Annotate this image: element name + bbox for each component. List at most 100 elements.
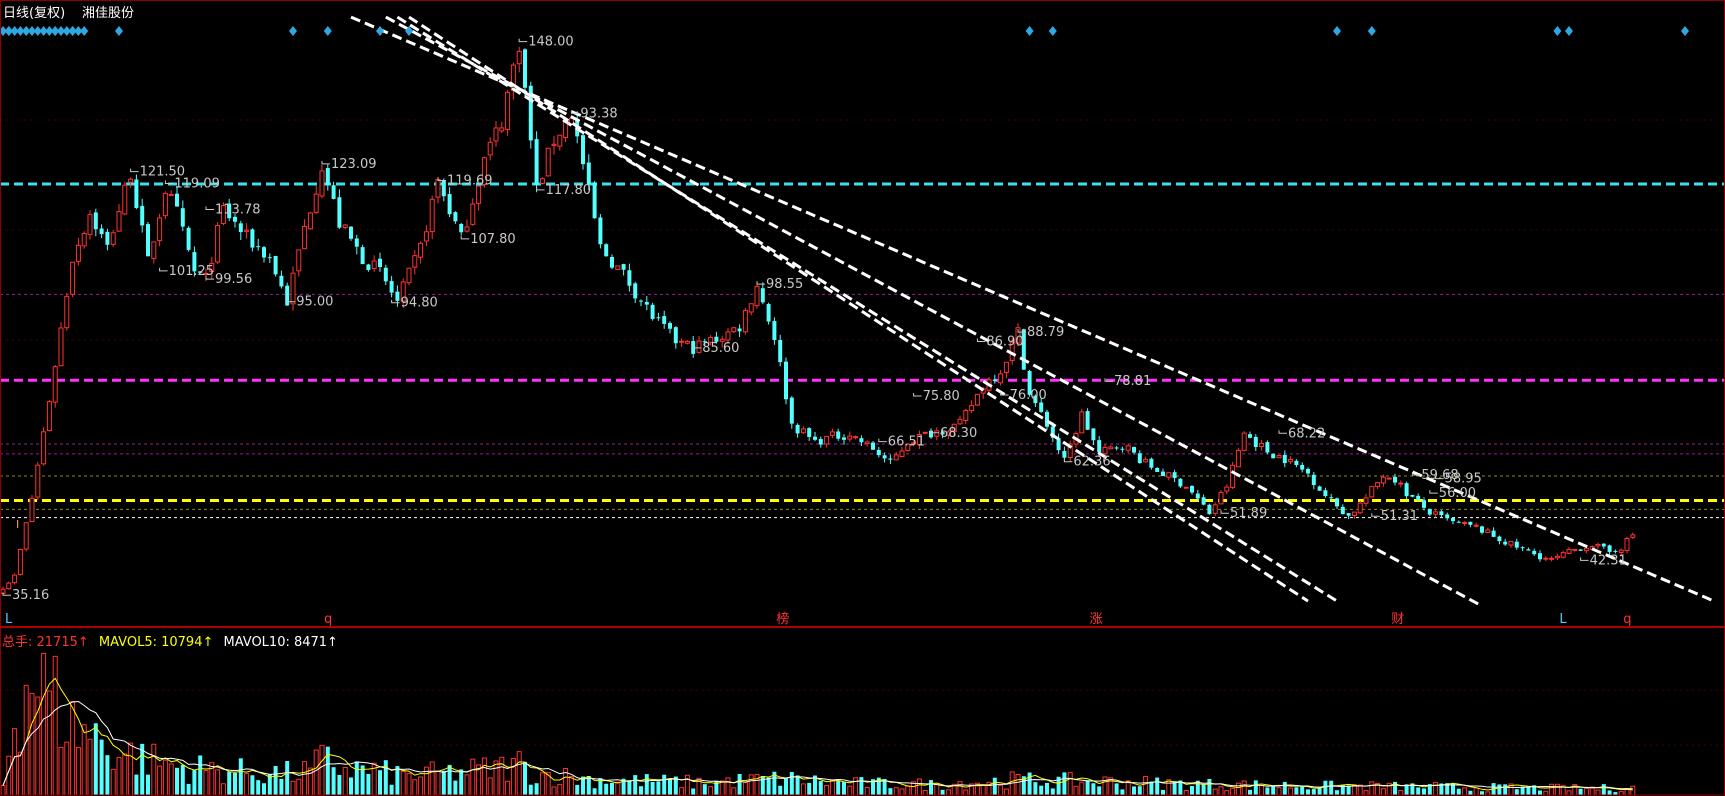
volume-bar-down [1323,780,1328,795]
event-marker: q [324,612,332,627]
candle-down [639,300,643,302]
price-label-leader [976,338,986,342]
price-label: 94.80 [401,296,438,311]
candle-down [354,238,359,247]
volume-bar-up [128,742,134,796]
candle-down [198,271,203,273]
volume-bar-up [568,776,574,796]
volume-bar-down [1607,790,1612,795]
stock-name[interactable]: 湘佳股份 [82,6,134,21]
candle-down [1404,483,1409,497]
candle-down [940,432,945,435]
candle-up [1369,486,1375,498]
volume-bar-down [175,767,179,795]
candle-up [35,464,41,498]
candle-down [598,217,603,245]
candle-up [1166,472,1172,478]
volume-bar-up [1549,783,1555,796]
candle-down [349,226,353,239]
volume-bar-down [650,781,655,795]
candle-down [1114,447,1119,449]
candle-down [1393,476,1397,483]
candle-up [864,441,870,445]
volume-bar-up [615,781,621,796]
volume-bar-up [1276,787,1282,796]
volume-bar-up [1473,787,1479,796]
candle-down [1416,495,1421,501]
volume-bar-down [807,782,812,795]
candle-up [290,272,296,305]
price-label: 68.30 [940,426,977,441]
signal-diamond [289,26,297,36]
volume-bar-down [134,774,139,795]
volume-bar-up [916,778,922,796]
candle-down [1190,485,1194,493]
candle-up [406,267,412,284]
price-label-leader [130,168,139,173]
candle-down [662,316,667,324]
price-label: 68.22 [1288,426,1325,441]
candle-up [418,242,424,258]
candle-down [1033,395,1038,404]
candle-down [1056,438,1061,451]
volume-bars [0,653,1636,796]
volume-bar-up [510,757,516,796]
volume-bar-up [708,786,714,796]
candle-up [829,431,835,436]
candle-down [1323,490,1328,497]
signal-diamond [1048,26,1057,36]
volume-bar-down [1340,784,1345,795]
price-label: 88.79 [1027,325,1064,340]
candle-down [279,275,284,287]
volume-bar-down [784,778,788,795]
candle-down [366,264,371,270]
price-label: 93.38 [580,106,617,121]
trendlines [350,15,1715,608]
volume-bar-down [354,761,359,795]
candle-down [1207,504,1212,515]
candle-down [134,179,139,208]
volume-bar-up [748,774,754,796]
candle-up [1218,491,1224,505]
candle-up [244,229,250,232]
volume-bar-up [1224,790,1230,796]
volume-bar-down [581,776,585,795]
candle-down [702,341,707,343]
signal-diamond [33,26,42,36]
volume-bar-up [922,789,928,796]
volume-bar-down [1161,789,1165,795]
candle-up [505,91,511,131]
volume-bar-up [934,783,940,796]
trendline [396,15,1338,603]
volume-bar-down [1021,776,1026,795]
trendline [350,15,1715,603]
volume-bar-up [499,756,505,796]
volume-bar-down [1172,781,1177,795]
volume-bar-down [592,788,597,795]
volume-bar-down [929,780,933,795]
candle-down [714,336,719,342]
volume-bar-down [1097,786,1102,795]
volume-bar-down [836,780,841,795]
volume-bar-down [262,783,266,795]
volume-bar-down [93,723,98,795]
candle-up [116,211,122,232]
signal-diamonds [0,26,1689,36]
candle-down [766,304,771,322]
volume-bar-down [1427,784,1432,795]
price-label: 117.80 [546,183,592,198]
price-label: 98.55 [766,277,803,292]
volume-bar-down [760,775,765,795]
candle-down [1062,450,1067,458]
candle-up [1380,476,1386,484]
price-label-leader [205,206,214,210]
period-label[interactable]: 日线(复权) [3,5,65,21]
price-label: 35.16 [12,588,49,603]
volume-bar-down [1201,784,1206,795]
price-label-leader [692,344,702,349]
candle-down [1607,545,1612,552]
volume-bar-down [1155,777,1160,795]
volume-bar-down [233,772,237,795]
candle-down [1300,465,1305,470]
